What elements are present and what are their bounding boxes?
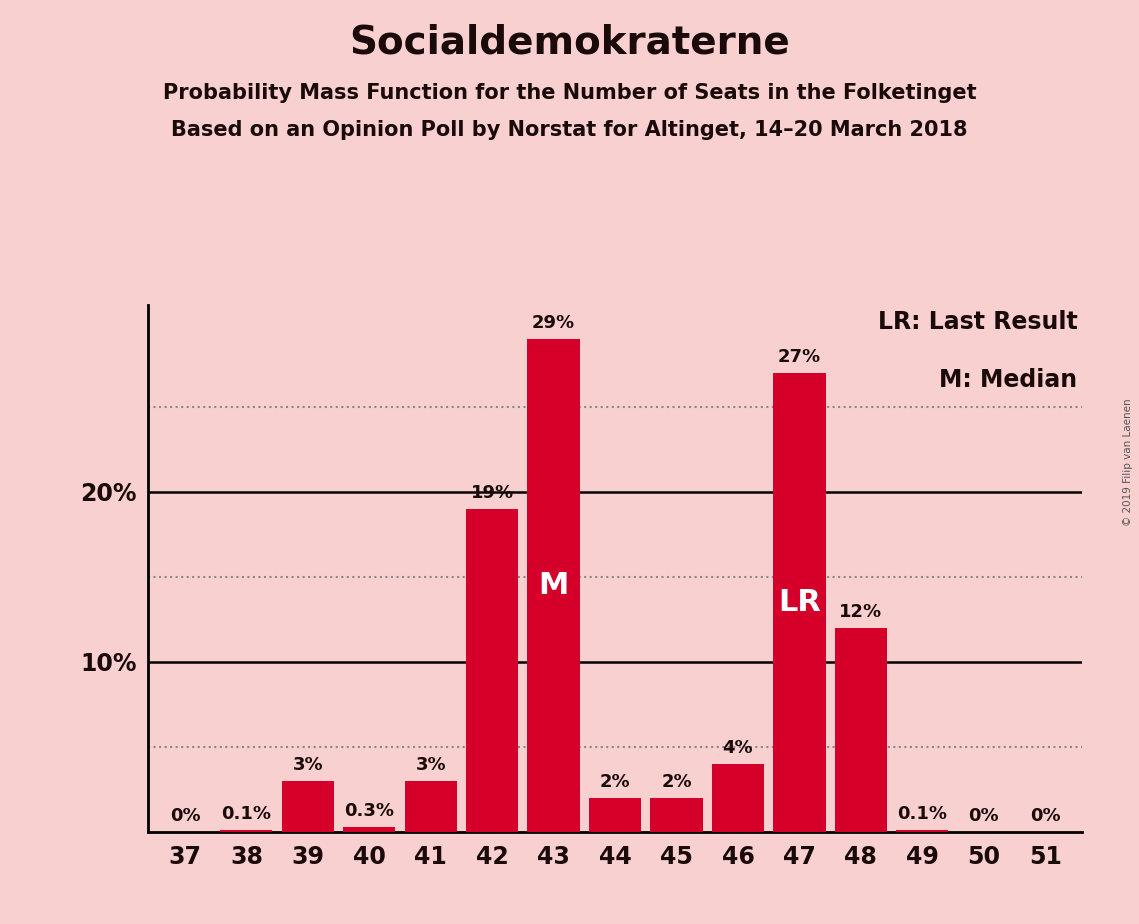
Text: M: M: [539, 571, 568, 600]
Bar: [343, 826, 395, 832]
Text: Socialdemokraterne: Socialdemokraterne: [350, 23, 789, 61]
Text: M: Median: M: Median: [940, 368, 1077, 392]
Text: © 2019 Filip van Laenen: © 2019 Filip van Laenen: [1123, 398, 1133, 526]
Bar: [896, 830, 949, 832]
Text: LR: LR: [778, 588, 821, 616]
Bar: [712, 763, 764, 832]
Text: 19%: 19%: [470, 484, 514, 502]
Bar: [220, 830, 272, 832]
Text: 3%: 3%: [416, 756, 446, 773]
Text: 4%: 4%: [722, 739, 753, 757]
Bar: [281, 781, 334, 832]
Text: LR: Last Result: LR: Last Result: [878, 310, 1077, 334]
Bar: [404, 781, 457, 832]
Text: 27%: 27%: [778, 348, 821, 366]
Text: Probability Mass Function for the Number of Seats in the Folketinget: Probability Mass Function for the Number…: [163, 83, 976, 103]
Text: 0%: 0%: [1030, 807, 1060, 825]
Bar: [589, 797, 641, 832]
Text: 29%: 29%: [532, 314, 575, 332]
Text: 0.3%: 0.3%: [344, 802, 394, 820]
Bar: [650, 797, 703, 832]
Text: 2%: 2%: [600, 772, 630, 791]
Text: Based on an Opinion Poll by Norstat for Altinget, 14–20 March 2018: Based on an Opinion Poll by Norstat for …: [171, 120, 968, 140]
Text: 0.1%: 0.1%: [898, 805, 948, 823]
Text: 2%: 2%: [662, 772, 691, 791]
Text: 3%: 3%: [293, 756, 323, 773]
Bar: [835, 627, 887, 832]
Text: 12%: 12%: [839, 603, 883, 621]
Bar: [466, 509, 518, 832]
Text: 0.1%: 0.1%: [221, 805, 271, 823]
Bar: [773, 373, 826, 832]
Text: 0%: 0%: [170, 807, 200, 825]
Text: 0%: 0%: [968, 807, 999, 825]
Bar: [527, 339, 580, 832]
